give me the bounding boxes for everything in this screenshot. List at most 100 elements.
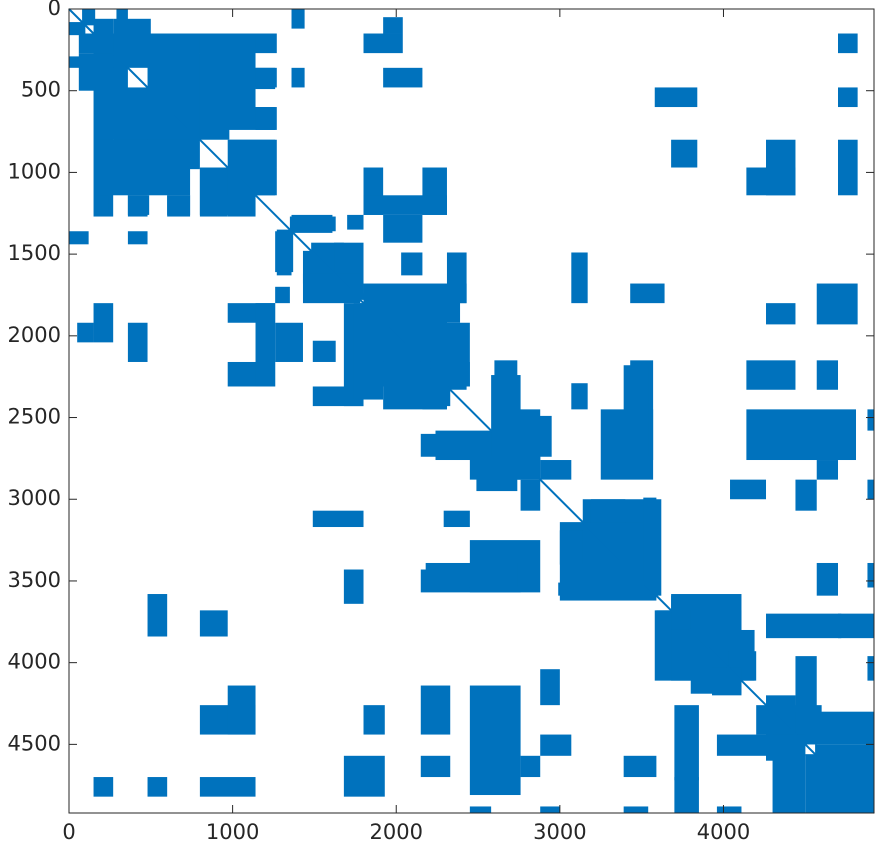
nonzero-block [838,33,858,54]
x-tick-label: 3000 [533,820,586,844]
nonzero-block-mirror [520,479,541,511]
nonzero-block [746,167,796,196]
nonzero-block-mirror [227,139,276,196]
nonzero-block-mirror [469,685,521,796]
nonzero-block [571,383,588,410]
nonzero-block [838,613,874,639]
y-tick-label: 2000 [8,323,61,347]
nonzero-block [363,33,403,54]
nonzero-block-mirror [420,755,451,778]
y-tick-label: 4500 [8,731,61,755]
nonzero-block [571,252,588,304]
nonzero-block-mirror [623,755,657,778]
nonzero-block-mirror [420,685,451,735]
nonzero-block-mirror [127,322,148,362]
nonzero-block-mirror [147,594,168,637]
nonzero-block [766,613,842,639]
nonzero-block-mirror [674,777,699,813]
y-tick-label: 3500 [8,568,61,592]
nonzero-block-mirror [805,754,874,813]
nonzero-block-mirror [343,569,364,604]
nonzero-block [82,9,96,26]
x-tick-label: 2000 [370,820,423,844]
nonzero-block-mirror [69,22,86,36]
nonzero-block-mirror [199,777,256,797]
nonzero-block [654,87,698,108]
nonzero-block [558,582,642,596]
nonzero-block-mirror [590,499,626,523]
nonzero-block [746,360,796,390]
nonzero-block [816,562,839,596]
x-tick-label: 1000 [206,820,259,844]
nonzero-block-mirror [343,755,385,797]
nonzero-block-mirror [127,231,148,245]
nonzero-block-mirror [255,303,276,387]
nonzero-block-mirror [623,365,649,457]
y-tick-label: 1500 [8,241,61,265]
x-tick-label: 4000 [697,820,750,844]
nonzero-block [867,656,874,681]
nonzero-block [816,360,839,390]
nonzero-block [766,303,796,325]
nonzero-block [127,195,150,215]
x-tick-label: 0 [62,820,75,844]
nonzero-block-mirror [199,610,228,637]
nonzero-block-mirror [716,806,742,813]
nonzero-block [559,530,583,565]
nonzero-block-mirror [77,322,94,343]
nonzero-block-mirror [712,667,742,696]
nonzero-block-mirror [147,777,168,797]
nonzero-block [291,67,305,88]
nonzero-block-mirror [289,216,336,232]
nonzero-block [291,9,305,29]
nonzero-block-mirror [312,510,364,528]
y-tick-label: 3000 [8,486,61,510]
nonzero-block-mirror [363,705,385,735]
nonzero-block [347,214,364,230]
nonzero-block-mirror [93,777,114,797]
nonzero-block [363,195,447,215]
nonzero-block [276,229,292,276]
nonzero-block-mirror [469,806,492,813]
nonzero-block [383,67,423,88]
nonzero-block-mirror [443,510,470,528]
nonzero-block [816,283,858,325]
nonzero-block [630,283,665,304]
nonzero-block-mirror [540,806,560,813]
nonzero-block-mirror [113,18,151,68]
nonzero-block [867,479,874,500]
y-tick-label: 4000 [8,650,61,674]
nonzero-block-mirror [312,340,336,362]
nonzero-block [730,479,767,500]
plot-area [68,8,875,814]
nonzero-block [95,195,109,215]
nonzero-block [746,409,857,461]
nonzero-block-mirror [602,415,626,472]
nonzero-block [167,195,191,215]
nonzero-block [795,479,817,511]
nonzero-block [816,460,839,480]
nonzero-block [383,17,403,34]
y-tick-label: 0 [48,0,61,20]
nonzero-block-mirror [275,322,303,362]
nonzero-block-mirror [227,685,256,735]
nonzero-block [795,711,874,745]
nonzero-block [867,409,874,431]
nonzero-block-mirror [772,734,806,813]
nonzero-block [671,139,698,168]
y-tick-label: 1000 [8,159,61,183]
nonzero-block-mirror [255,35,276,49]
nonzero-block [867,562,874,588]
nonzero-block-mirror [275,286,290,304]
y-tick-label: 2500 [8,405,61,429]
y-tick-label: 500 [21,78,61,102]
nonzero-block [383,214,423,243]
nonzero-block-mirror [540,734,572,756]
nonzero-block-mirror [520,755,541,778]
axes-box [68,8,875,814]
nonzero-block-mirror [540,669,560,706]
nonzero-block-mirror [674,705,699,781]
nonzero-block-mirror [93,303,114,343]
diagonal [68,8,875,814]
